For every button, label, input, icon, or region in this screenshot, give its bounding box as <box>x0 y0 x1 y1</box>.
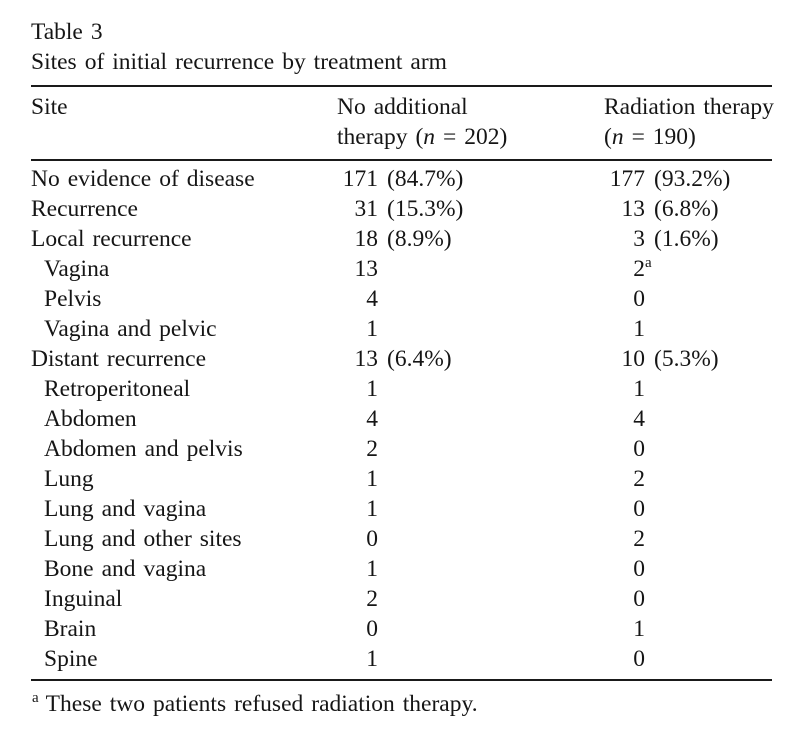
site-cell: Distant recurrence <box>31 346 207 372</box>
no-additional-therapy-cell: 13 <box>354 256 379 282</box>
table-row: Lung 1 2 <box>31 464 772 494</box>
radiation-therapy-cell: 1 <box>633 616 645 642</box>
site-cell: No evidence of disease <box>31 166 255 192</box>
radiation-therapy-cell: 177 (93.2%) <box>609 166 731 192</box>
footnote-marker: a <box>32 690 39 707</box>
site-cell: Abdomen <box>44 406 137 432</box>
table-row: Lung and other sites 0 2 <box>31 524 772 554</box>
header-radiation-therapy: Radiation therapy (n = 190) <box>604 92 774 152</box>
no-additional-therapy-cell: 171 (84.7%) <box>342 166 464 192</box>
site-cell: Brain <box>44 616 97 642</box>
site-cell: Abdomen and pelvis <box>44 436 243 462</box>
radiation-therapy-cell: 2a <box>633 255 652 282</box>
n-symbol: n <box>423 124 436 150</box>
radiation-therapy-cell: 2 <box>633 466 645 492</box>
table-row: Vagina 13 2a <box>31 254 772 284</box>
no-additional-therapy-cell: 4 <box>366 406 378 432</box>
table-row: Retroperitoneal 1 1 <box>31 374 772 404</box>
table-row: Lung and vagina 1 0 <box>31 494 772 524</box>
no-additional-therapy-cell: 1 <box>366 316 378 342</box>
table-caption: Sites of initial recurrence by treatment… <box>31 49 447 75</box>
header-site: Site <box>31 94 68 120</box>
site-cell: Bone and vagina <box>44 556 207 582</box>
radiation-therapy-cell: 0 <box>633 646 645 672</box>
no-additional-therapy-cell: 1 <box>366 376 378 402</box>
table: Site No additional therapy (n = 202) Rad… <box>31 85 774 681</box>
header-no-additional-line2: therapy (n = 202) <box>337 124 508 150</box>
no-additional-therapy-cell: 31 (15.3%) <box>354 196 464 222</box>
header-no-additional-therapy: No additional therapy (n = 202) <box>337 92 604 152</box>
radiation-therapy-cell: 13 (6.8%) <box>621 196 719 222</box>
table-row: Pelvis 4 0 <box>31 284 772 314</box>
header-radiation-line1: Radiation therapy <box>604 94 774 120</box>
header-radiation-line2: (n = 190) <box>604 124 696 150</box>
radiation-therapy-cell: 0 <box>633 436 645 462</box>
table-row: Distant recurrence 13 (6.4%) 10 (5.3%) <box>31 344 772 374</box>
table-row: Local recurrence 18 (8.9%) 3 (1.6%) <box>31 224 772 254</box>
radiation-therapy-cell: 0 <box>633 556 645 582</box>
no-additional-therapy-cell: 2 <box>366 586 378 612</box>
site-cell: Inguinal <box>44 586 123 612</box>
table-row: No evidence of disease 171 (84.7%) 177 (93… <box>31 164 772 194</box>
table-header-row: Site No additional therapy (n = 202) Rad… <box>31 85 774 161</box>
table-footnote: a These two patients refused radiation th… <box>31 681 772 719</box>
radiation-therapy-cell: 2 <box>633 526 645 552</box>
site-cell: Lung and vagina <box>44 496 207 522</box>
no-additional-therapy-cell: 1 <box>366 556 378 582</box>
paper-table-page: Table 3 Sites of initial recurrence by t… <box>31 19 774 719</box>
table-row: Vagina and pelvic 1 1 <box>31 314 772 344</box>
no-additional-therapy-cell: 13 (6.4%) <box>354 346 452 372</box>
radiation-therapy-cell: 4 <box>633 406 645 432</box>
table-label: Table 3 <box>31 19 103 45</box>
no-additional-therapy-cell: 1 <box>366 496 378 522</box>
footnote-ref: a <box>645 255 652 272</box>
site-cell: Retroperitoneal <box>44 376 191 402</box>
radiation-therapy-cell: 0 <box>633 586 645 612</box>
radiation-therapy-cell: 1 <box>633 316 645 342</box>
table-row: Abdomen 4 4 <box>31 404 772 434</box>
no-additional-therapy-cell: 1 <box>366 646 378 672</box>
n-symbol: n <box>611 124 624 150</box>
radiation-therapy-cell: 0 <box>633 496 645 522</box>
table-row: Inguinal 2 0 <box>31 584 772 614</box>
table-row: Brain 0 1 <box>31 614 772 644</box>
site-cell: Pelvis <box>44 286 102 312</box>
table-row: Bone and vagina 1 0 <box>31 554 772 584</box>
site-cell: Lung <box>44 466 94 492</box>
no-additional-therapy-cell: 0 <box>366 526 378 552</box>
no-additional-therapy-cell: 1 <box>366 466 378 492</box>
site-cell: Vagina and pelvic <box>44 316 217 342</box>
no-additional-therapy-cell: 4 <box>366 286 378 312</box>
site-cell: Vagina <box>44 256 110 282</box>
radiation-therapy-cell: 1 <box>633 376 645 402</box>
radiation-therapy-cell: 0 <box>633 286 645 312</box>
table-row: Recurrence 31 (15.3%) 13 (6.8%) <box>31 194 772 224</box>
site-cell: Spine <box>44 646 98 672</box>
table-row: Abdomen and pelvis 2 0 <box>31 434 772 464</box>
site-cell: Local recurrence <box>31 226 192 252</box>
table-body: No evidence of disease 171 (84.7%) 177 (93… <box>31 161 772 681</box>
table-row: Spine 1 0 <box>31 644 772 674</box>
radiation-therapy-cell: 10 (5.3%) <box>621 346 719 372</box>
footnote-text: These two patients refused radiation the… <box>45 691 478 717</box>
no-additional-therapy-cell: 18 (8.9%) <box>354 226 452 252</box>
no-additional-therapy-cell: 2 <box>366 436 378 462</box>
radiation-therapy-cell: 3 (1.6%) <box>633 226 719 252</box>
header-no-additional-line1: No additional <box>337 94 468 120</box>
no-additional-therapy-cell: 0 <box>366 616 378 642</box>
site-cell: Lung and other sites <box>44 526 242 552</box>
site-cell: Recurrence <box>31 196 138 222</box>
